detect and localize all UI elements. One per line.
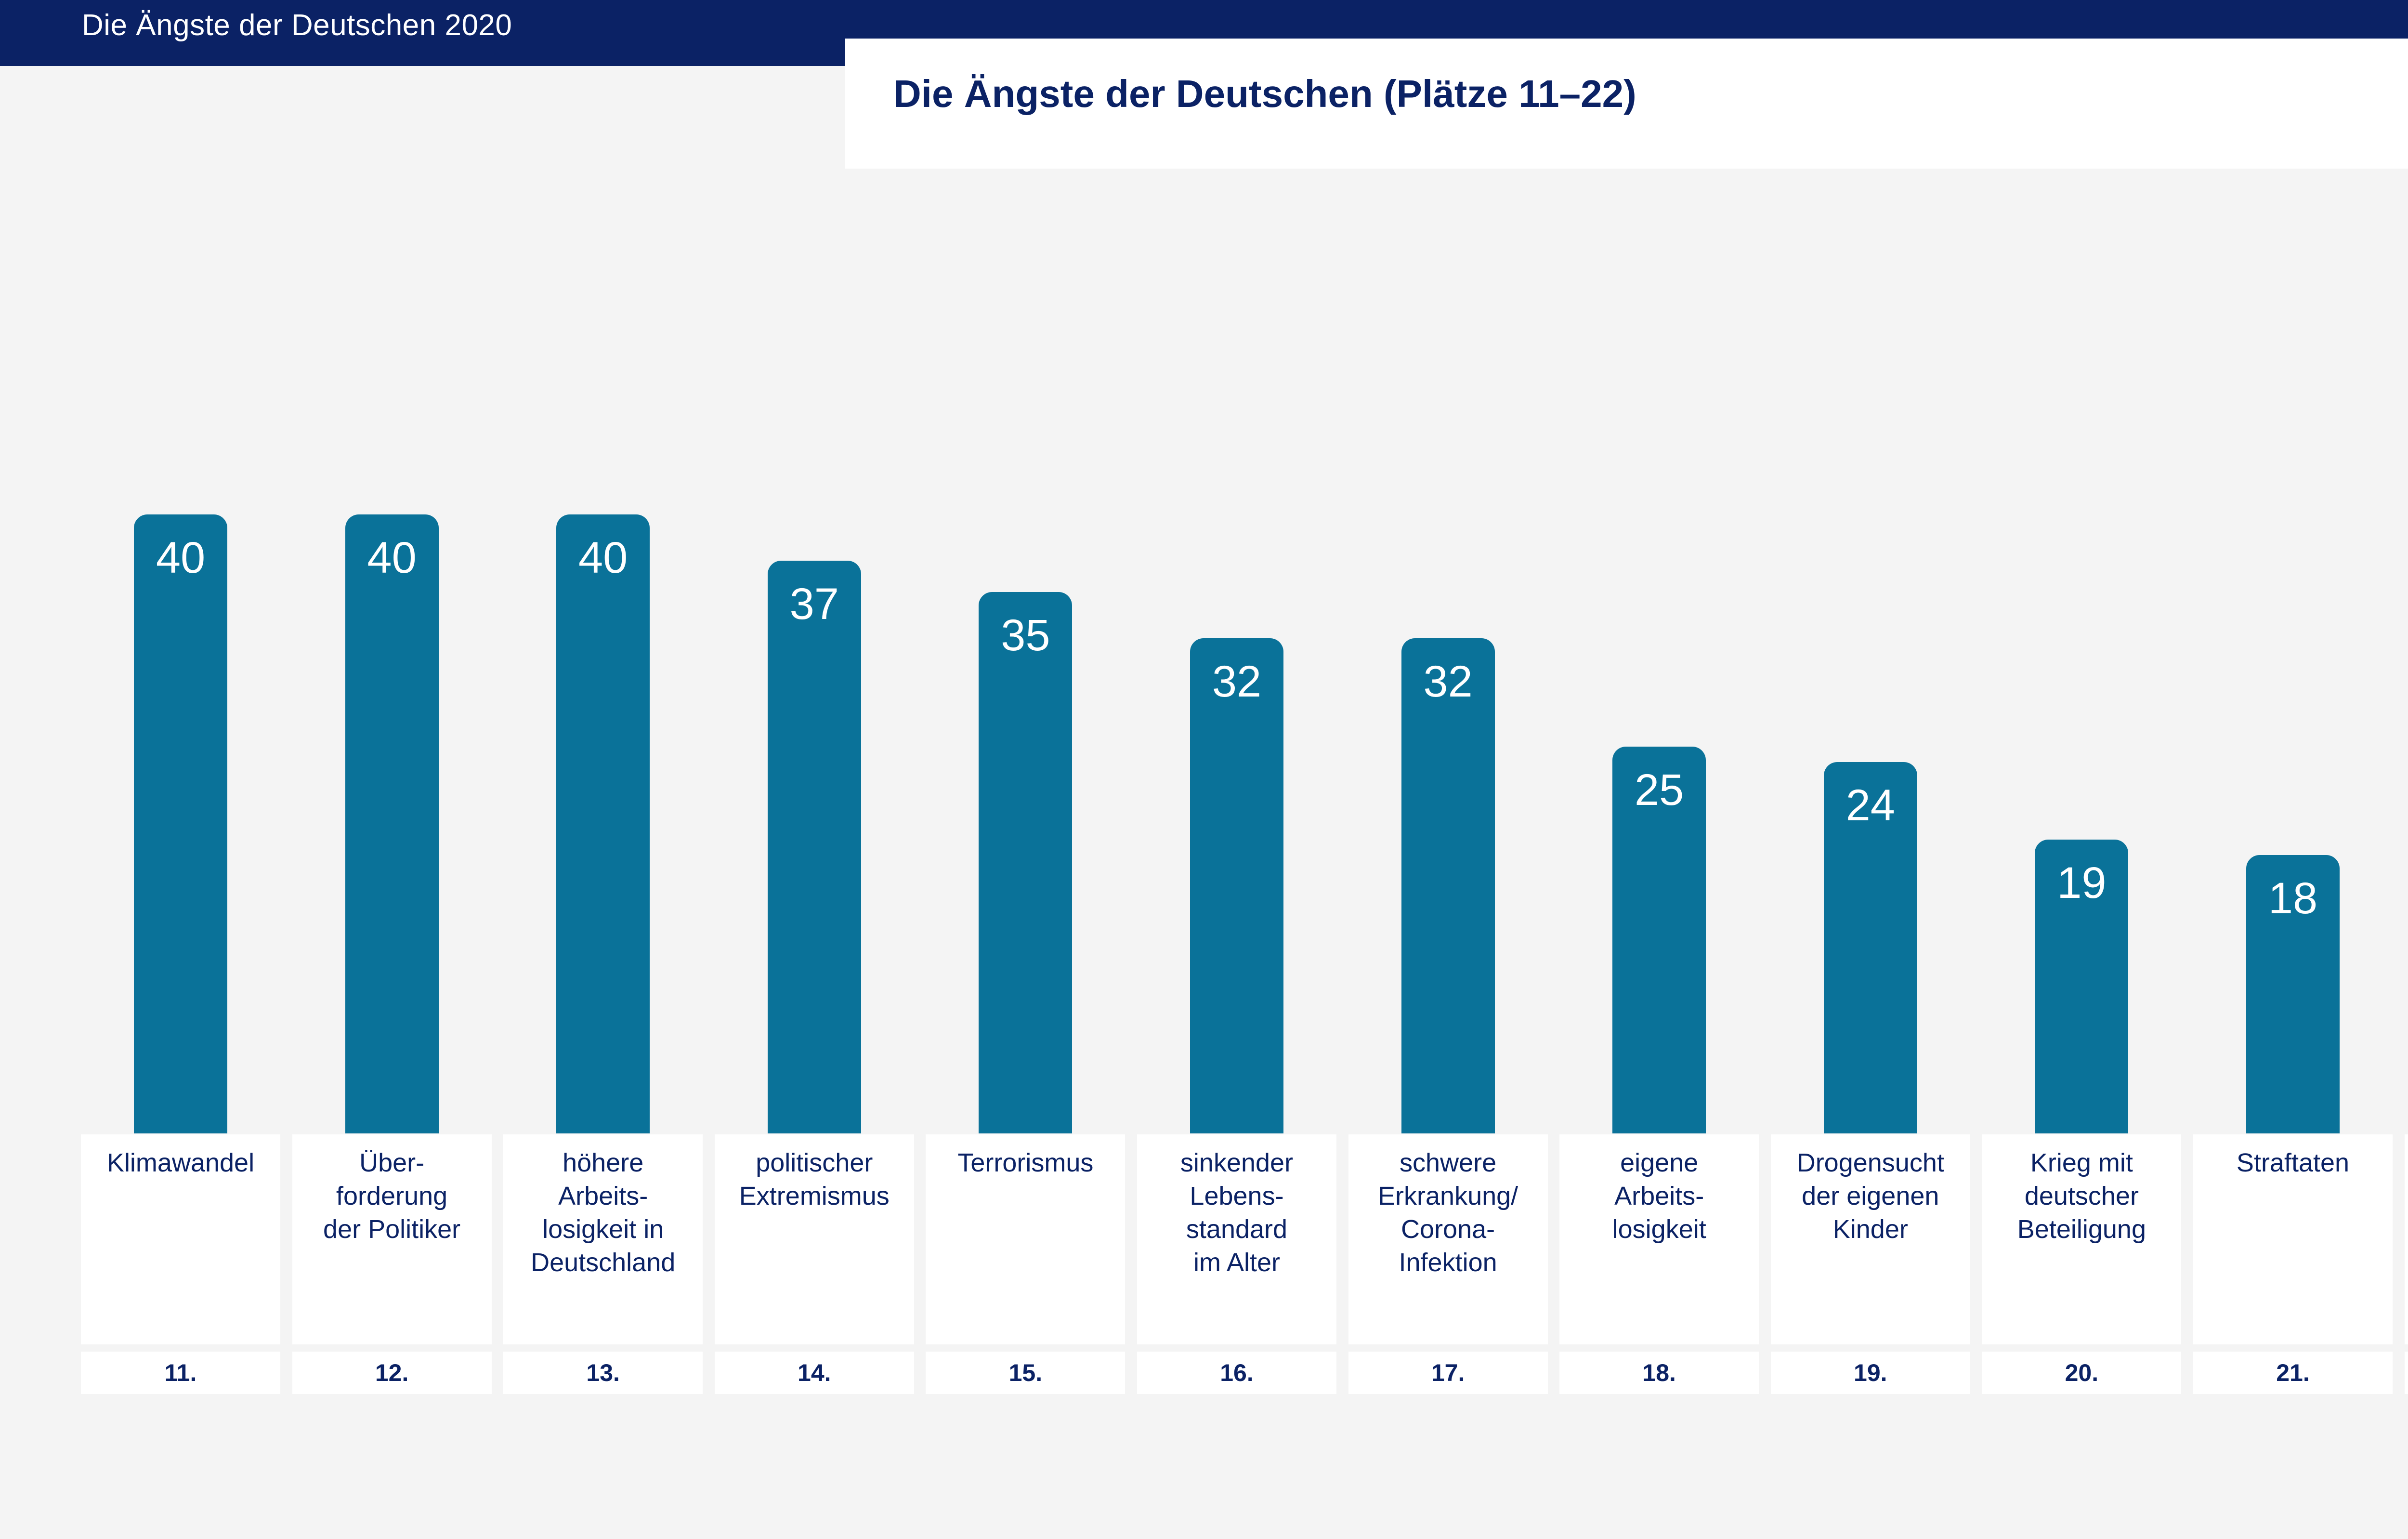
rank-label: 18. xyxy=(1642,1359,1676,1386)
category-label-cell: Drogensucht der eigenen Kinder xyxy=(1770,1134,1970,1344)
category-label: Terrorismus xyxy=(957,1148,1094,1177)
rank-label: 16. xyxy=(1220,1359,1254,1386)
rank-label: 11. xyxy=(164,1359,197,1386)
bar-value-label: 40 xyxy=(578,533,628,582)
rank-cell: 17. xyxy=(1348,1352,1548,1394)
rank-label: 12. xyxy=(375,1359,409,1386)
bar: 37 xyxy=(767,561,861,1133)
category-label-cell: eigene Arbeits- losigkeit xyxy=(1559,1134,1759,1344)
bar-value-label: 32 xyxy=(1423,657,1473,706)
bar: 18 xyxy=(2246,855,2340,1133)
bar-value-label: 18 xyxy=(2268,873,2318,923)
title-panel: Die Ängste der Deutschen (Plätze 11–22) … xyxy=(845,39,2408,169)
bar: 32 xyxy=(1401,638,1495,1133)
bar: 40 xyxy=(345,514,439,1133)
category-label: Straftaten xyxy=(2236,1148,2350,1177)
category-label-cell: schwere Erkrankung/ Corona- Infektion xyxy=(1348,1134,1548,1344)
bar-value-label: 35 xyxy=(1001,610,1050,660)
rank-label: 14. xyxy=(798,1359,831,1386)
rank-cell: 22. xyxy=(2404,1352,2408,1394)
page-title: Die Ängste der Deutschen (Plätze 11–22) xyxy=(893,72,1636,115)
category-label-cell: Über- forderung der Politiker xyxy=(292,1134,492,1344)
category-label: Drogensucht der eigenen Kinder xyxy=(1796,1148,1944,1244)
category-label-cell: Krieg mit deutscher Beteiligung xyxy=(1982,1134,2182,1344)
bar: 32 xyxy=(1190,638,1283,1133)
category-label-cell: Zerbrechen der Partner- schaft xyxy=(2404,1134,2408,1344)
bar-value-label: 24 xyxy=(1845,781,1895,830)
rank-cell: 14. xyxy=(714,1352,914,1394)
rank-cell: 12. xyxy=(292,1352,492,1394)
category-label: politischer Extremismus xyxy=(739,1148,890,1211)
rank-cell: 15. xyxy=(926,1352,1125,1394)
rank-cell: 16. xyxy=(1137,1352,1336,1394)
rank-label: 17. xyxy=(1431,1359,1465,1386)
category-label: Über- forderung der Politiker xyxy=(323,1148,461,1244)
rank-cell: 19. xyxy=(1770,1352,1970,1394)
bar: 25 xyxy=(1612,746,1706,1133)
rank-cell: 18. xyxy=(1559,1352,1759,1394)
bar-value-label: 37 xyxy=(789,579,839,629)
rank-label: 21. xyxy=(2276,1359,2310,1386)
bar: 35 xyxy=(979,592,1073,1133)
rank-cell: 20. xyxy=(1982,1352,2182,1394)
category-label-cell: Straftaten xyxy=(2193,1134,2393,1344)
rank-label: 20. xyxy=(2065,1359,2099,1386)
rank-cell: 11. xyxy=(81,1352,280,1394)
bar-value-label: 40 xyxy=(156,533,206,582)
bar: 40 xyxy=(556,514,650,1133)
category-label-cell: höhere Arbeits- losigkeit in Deutschland xyxy=(503,1134,703,1344)
category-label: Zerbrechen der Partner- schaft xyxy=(2405,1146,2408,1246)
bar-value-label: 25 xyxy=(1635,765,1684,815)
category-label-cell: sinkender Lebens- standard im Alter xyxy=(1137,1134,1336,1344)
category-label-cell: Klimawandel xyxy=(81,1134,280,1344)
category-label: Krieg mit deutscher Beteiligung xyxy=(2017,1148,2146,1244)
category-label: eigene Arbeits- losigkeit xyxy=(1612,1148,1706,1244)
category-label: sinkender Lebens- standard im Alter xyxy=(1180,1148,1294,1277)
bar-value-label: 40 xyxy=(367,533,417,582)
banner-title: Die Ängste der Deutschen 2020 xyxy=(82,9,512,42)
bar-value-label: 32 xyxy=(1212,657,1262,706)
rank-label: 19. xyxy=(1854,1359,1887,1386)
category-label: Klimawandel xyxy=(106,1148,255,1177)
category-label-cell: politischer Extremismus xyxy=(714,1134,914,1344)
rank-cell: 13. xyxy=(503,1352,703,1394)
bar: 19 xyxy=(2035,839,2129,1133)
rank-label: 13. xyxy=(586,1359,620,1386)
bar-value-label: 19 xyxy=(2057,858,2107,908)
rank-label: 15. xyxy=(1008,1359,1043,1386)
rank-cell: 21. xyxy=(2193,1352,2393,1394)
bar: 24 xyxy=(1823,762,1917,1133)
category-label: schwere Erkrankung/ Corona- Infektion xyxy=(1378,1148,1518,1277)
category-label: höhere Arbeits- losigkeit in Deutschland xyxy=(531,1148,676,1277)
category-label-cell: Terrorismus xyxy=(926,1134,1125,1344)
bar: 40 xyxy=(134,514,227,1133)
